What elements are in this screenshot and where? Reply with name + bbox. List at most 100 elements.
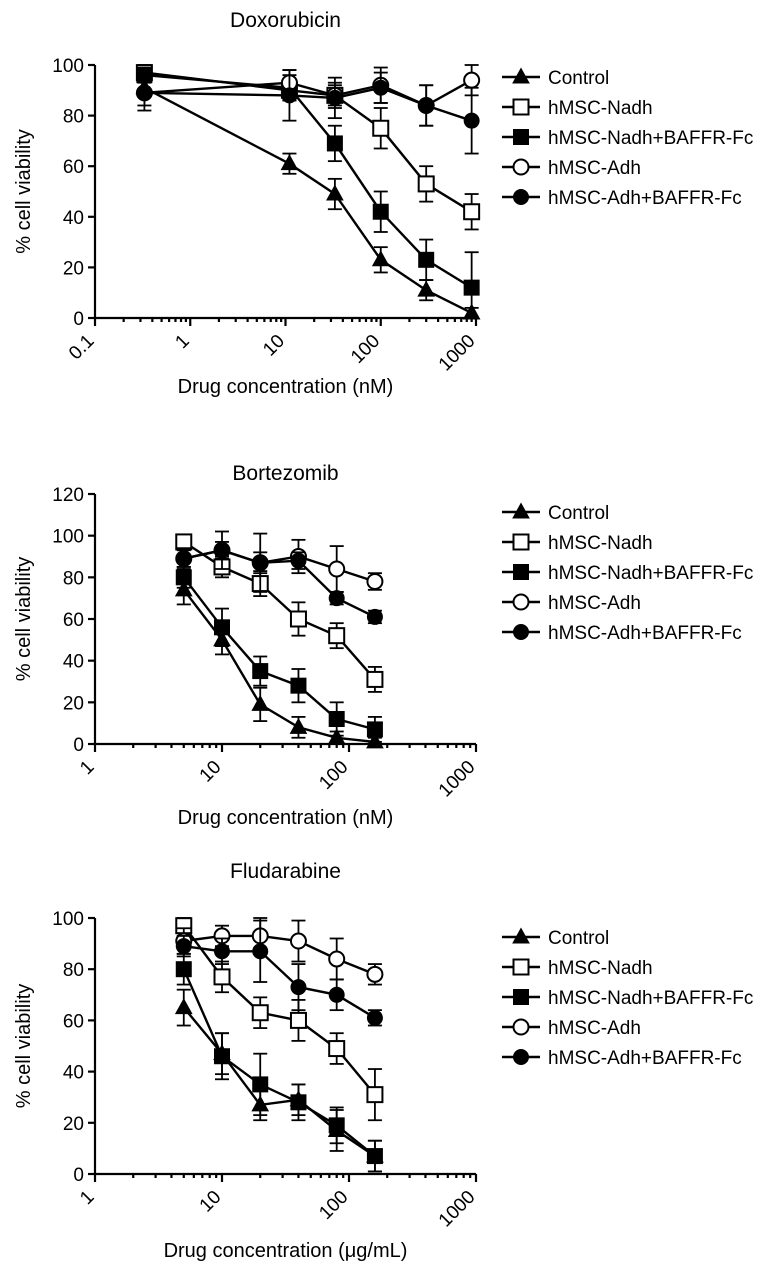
y-tick-label: 100 (52, 527, 84, 548)
legend-item: hMSC-Nadh+BAFFR-Fc (502, 988, 753, 1009)
y-tick-label: 80 (63, 960, 84, 981)
legend-marker (513, 624, 529, 640)
legend-label: hMSC-Nadh (548, 958, 653, 979)
x-tick-label: 1000 (435, 1187, 480, 1232)
series-line (144, 79, 473, 107)
series-line (182, 589, 376, 744)
y-tick-label: 60 (63, 610, 84, 631)
legend-item: hMSC-Nadh (502, 958, 653, 979)
y-tick-label: 0 (73, 735, 84, 756)
data-point (214, 1048, 230, 1065)
y-axis-label: % cell viability (13, 557, 35, 681)
x-tick-label: 10 (259, 331, 289, 361)
data-point (289, 717, 308, 734)
series-5 (175, 919, 383, 1027)
data-point (281, 87, 298, 104)
data-point (214, 542, 230, 559)
legend-label: hMSC-Adh (548, 1018, 641, 1039)
legend-marker (513, 1049, 529, 1065)
series-2 (175, 917, 384, 1122)
legend-item: hMSC-Nadh+BAFFR-Fc (502, 128, 753, 149)
legend-label: Control (548, 503, 609, 524)
x-tick-label: 100 (315, 1187, 352, 1224)
chart-panel-1: Doxorubicin 0 20 40 60 80 100 0.1 1 10 100 1000 Drug… (13, 9, 753, 398)
legend-item: hMSC-Adh (502, 1018, 641, 1039)
legend-marker (513, 129, 529, 145)
data-point (371, 250, 390, 267)
data-point (366, 1148, 383, 1165)
series-5 (136, 69, 480, 155)
data-point (328, 950, 346, 968)
legend-label: Control (548, 928, 609, 949)
x-tick-label: 0.1 (65, 331, 99, 365)
legend-marker (512, 98, 530, 116)
series-line (143, 86, 473, 314)
data-point (328, 1117, 345, 1134)
y-tick-label: 0 (73, 309, 84, 330)
data-point (366, 1086, 384, 1104)
y-tick-label: 20 (63, 1114, 84, 1135)
series-4 (175, 917, 384, 986)
legend-label: hMSC-Nadh (548, 98, 653, 119)
data-point (417, 280, 436, 297)
data-point (366, 670, 384, 688)
legend-label: hMSC-Adh+BAFFR-Fc (548, 623, 742, 644)
y-tick-label: 0 (73, 1165, 84, 1186)
y-tick-label: 20 (63, 258, 84, 279)
legend-item: Control (502, 502, 609, 524)
data-point (252, 663, 269, 680)
data-point (289, 610, 307, 628)
data-point (372, 79, 389, 96)
legend-marker (512, 1018, 530, 1036)
legend-label: hMSC-Nadh+BAFFR-Fc (548, 563, 753, 584)
data-point (328, 1040, 346, 1058)
y-tick-label: 40 (63, 1063, 84, 1084)
legend-marker (512, 927, 530, 944)
x-tick-label: 1 (171, 331, 193, 353)
data-point (463, 71, 481, 89)
x-tick-label: 1 (76, 1187, 98, 1209)
data-point (366, 608, 383, 625)
data-point (214, 619, 230, 636)
data-point (366, 573, 384, 590)
data-point (175, 961, 192, 978)
data-point (372, 119, 390, 137)
chart-title: Fludarabine (230, 860, 341, 883)
data-point (418, 251, 435, 268)
data-point (175, 569, 192, 586)
series-line (182, 968, 376, 1158)
legend-item: hMSC-Nadh (502, 98, 653, 119)
legend-label: hMSC-Adh (548, 158, 641, 179)
y-tick-label: 120 (52, 485, 84, 506)
data-point (290, 677, 307, 694)
y-tick-label: 80 (63, 568, 84, 589)
legend-item: hMSC-Adh+BAFFR-Fc (502, 1048, 742, 1069)
legend-marker (513, 989, 529, 1005)
y-tick-label: 40 (63, 208, 84, 229)
legend-item: Control (502, 67, 609, 89)
legend-marker (512, 533, 530, 551)
data-point (252, 943, 269, 960)
data-point (463, 279, 480, 296)
y-tick-label: 80 (63, 107, 84, 128)
legend-item: hMSC-Adh (502, 158, 641, 179)
legend-label: hMSC-Adh+BAFFR-Fc (548, 188, 742, 209)
legend-item: hMSC-Nadh (502, 533, 653, 554)
chart-title: Bortezomib (232, 462, 338, 485)
y-tick-label: 60 (63, 157, 84, 178)
series-2 (175, 533, 384, 693)
data-point (289, 1011, 307, 1029)
y-tick-label: 60 (63, 1011, 84, 1032)
data-point (136, 84, 153, 101)
legend-marker (512, 502, 530, 519)
x-tick-label: 1000 (435, 757, 480, 802)
data-point (290, 1094, 307, 1111)
legend-label: hMSC-Nadh+BAFFR-Fc (548, 988, 753, 1009)
data-point (418, 97, 435, 114)
y-tick-label: 40 (63, 652, 84, 673)
legend-marker (512, 958, 530, 976)
chart-title: Doxorubicin (230, 9, 341, 32)
series-3 (175, 566, 383, 743)
legend-label: hMSC-Nadh+BAFFR-Fc (548, 128, 753, 149)
